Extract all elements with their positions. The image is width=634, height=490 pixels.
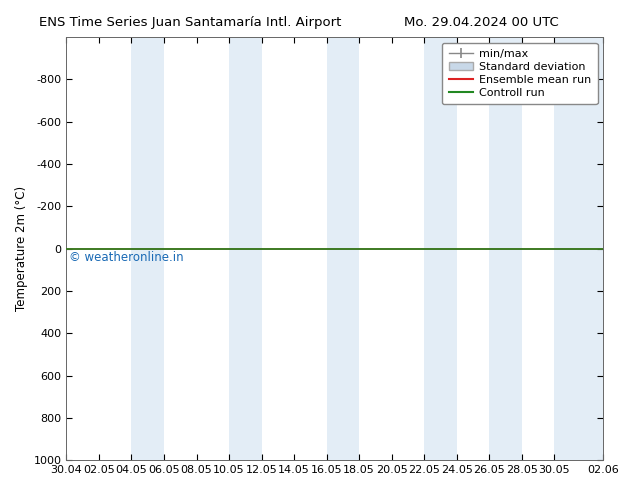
Legend: min/max, Standard deviation, Ensemble mean run, Controll run: min/max, Standard deviation, Ensemble me…	[442, 43, 598, 104]
Bar	[131, 37, 164, 460]
Bar	[327, 37, 359, 460]
Bar	[554, 37, 603, 460]
Bar	[424, 37, 456, 460]
Text: ENS Time Series Juan Santamaría Intl. Airport: ENS Time Series Juan Santamaría Intl. Ai…	[39, 16, 341, 29]
Bar	[489, 37, 522, 460]
Text: © weatheronline.in: © weatheronline.in	[69, 251, 184, 264]
Text: Mo. 29.04.2024 00 UTC: Mo. 29.04.2024 00 UTC	[404, 16, 559, 29]
Y-axis label: Temperature 2m (°C): Temperature 2m (°C)	[15, 186, 28, 311]
Bar	[229, 37, 262, 460]
